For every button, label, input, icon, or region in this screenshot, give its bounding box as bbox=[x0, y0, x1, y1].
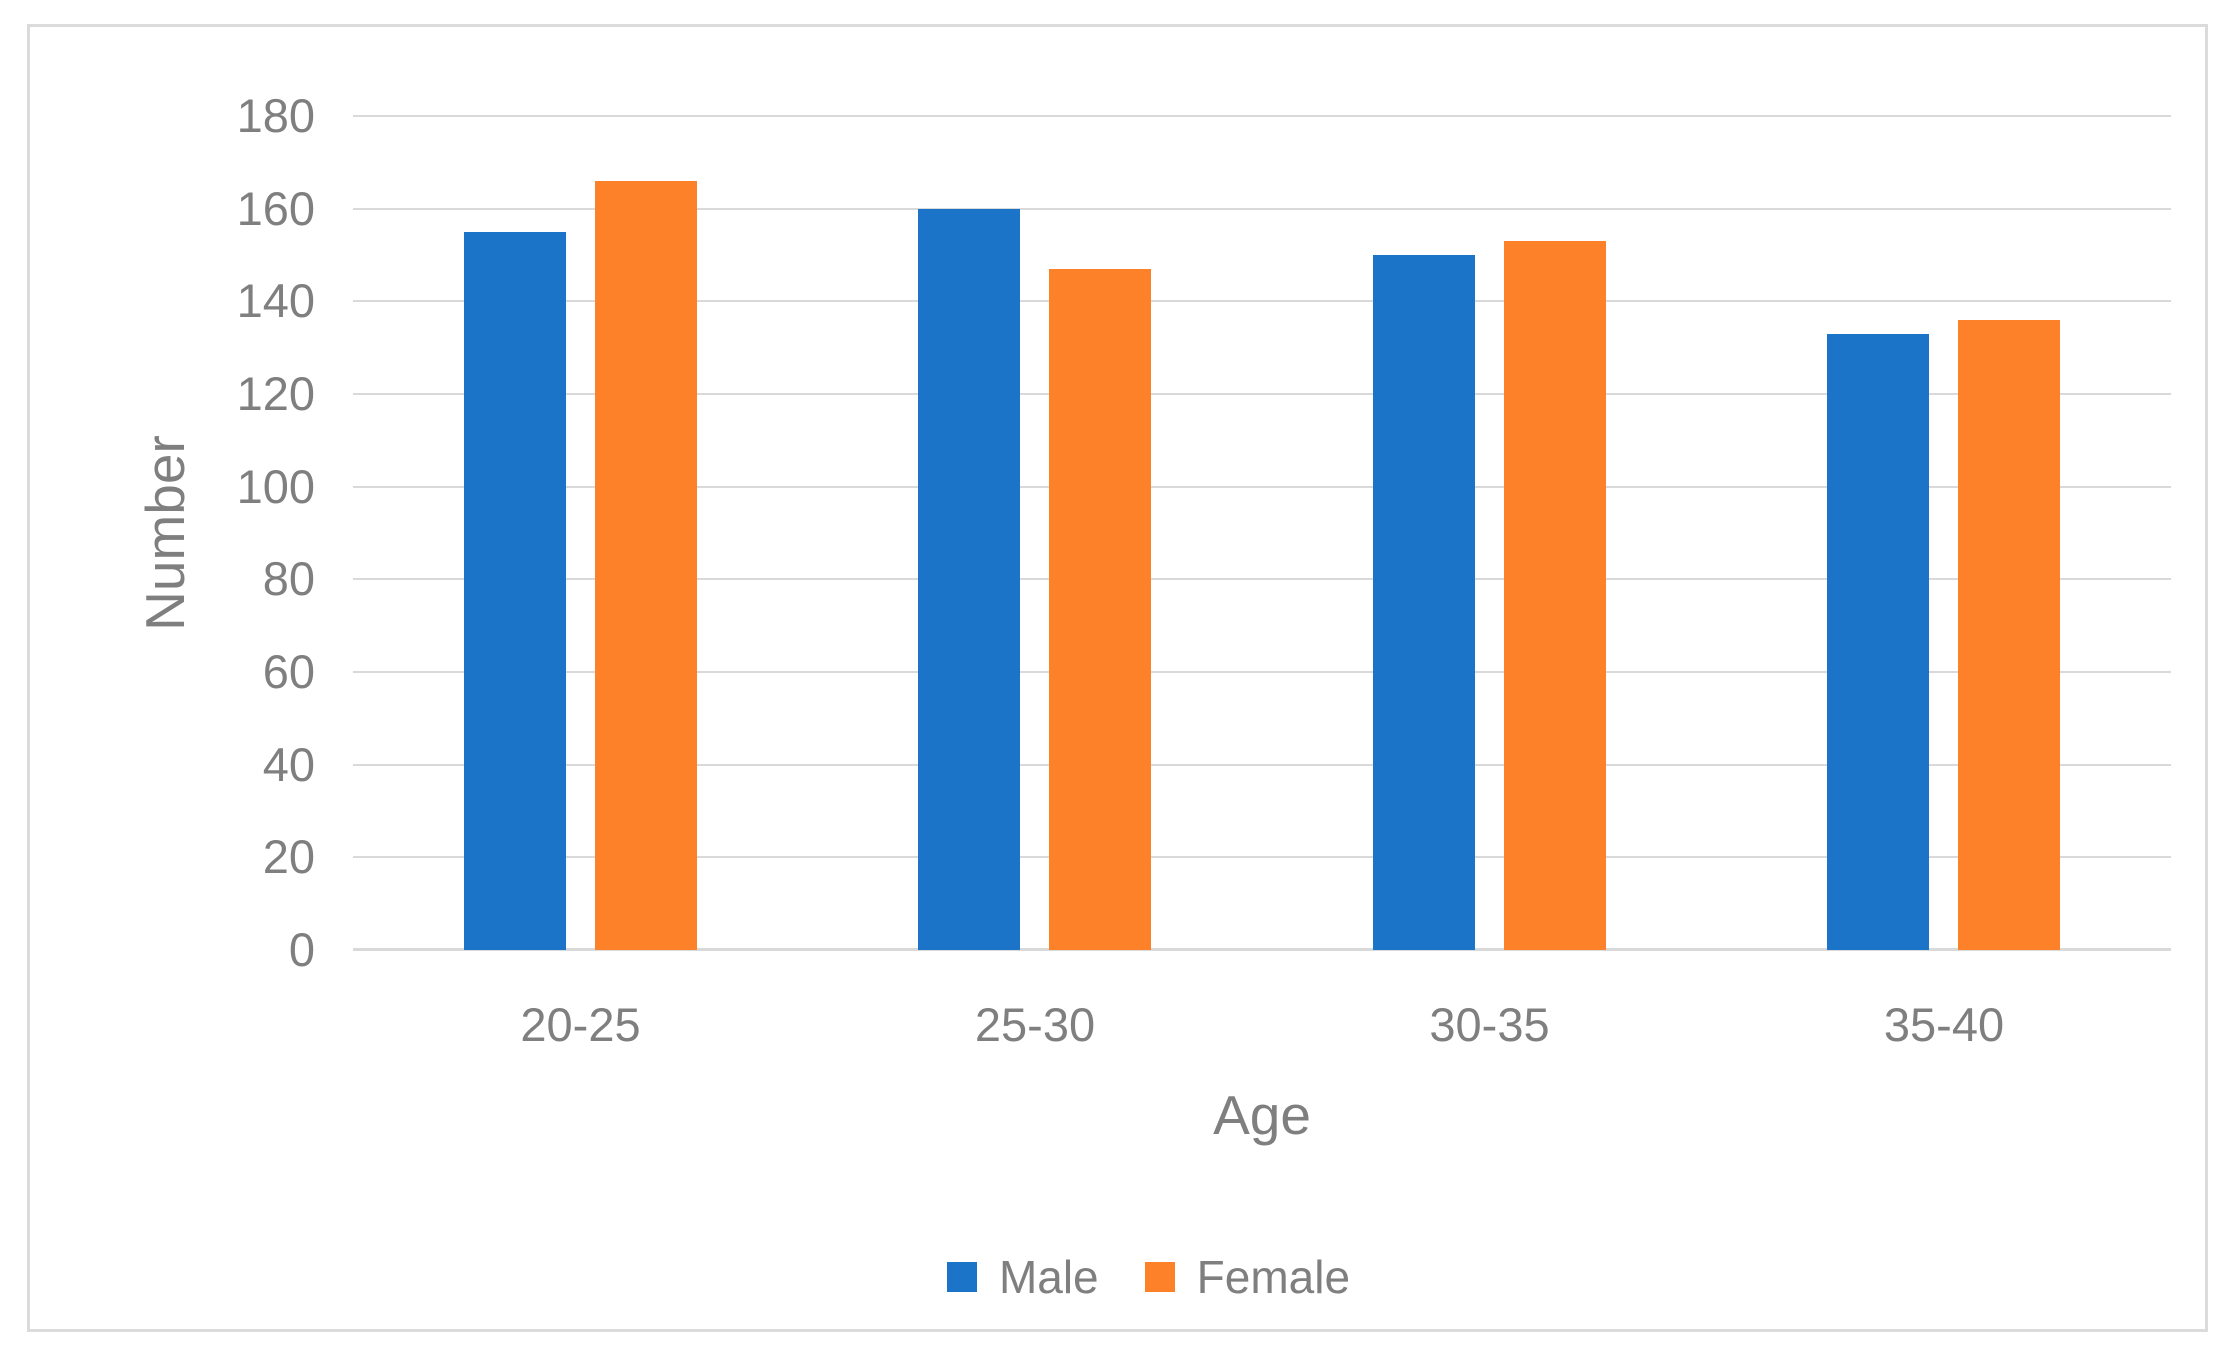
bar-female-25-30 bbox=[1049, 268, 1152, 950]
y-axis-title: Number bbox=[134, 435, 196, 631]
legend-label-male: Male bbox=[998, 1251, 1099, 1303]
y-tick-label-20: 20 bbox=[262, 830, 315, 884]
y-tick-label-0: 0 bbox=[288, 923, 315, 976]
y-tick-label-180: 180 bbox=[236, 89, 315, 142]
y-tick-label-120: 120 bbox=[236, 367, 315, 420]
gridline-20 bbox=[353, 856, 2171, 859]
bar-male-20-25 bbox=[463, 231, 566, 950]
y-tick-label-140: 140 bbox=[236, 274, 315, 328]
x-tick-label-20-25: 20-25 bbox=[520, 998, 641, 1051]
chart-frame: 0 20 40 60 80 100 120 140 160 180 20-25 25-30 30-35… bbox=[27, 24, 2208, 1332]
x-tick-label-25-30: 25-30 bbox=[974, 998, 1096, 1051]
x-axis-line bbox=[353, 948, 2171, 951]
gridline-80 bbox=[353, 578, 2171, 581]
bar-female-35-40 bbox=[1958, 319, 2061, 950]
legend-item-male: Male bbox=[946, 1249, 1099, 1305]
y-tick-label-160: 160 bbox=[236, 181, 315, 235]
bar-male-25-30 bbox=[918, 208, 1021, 950]
legend-label-female: Female bbox=[1196, 1251, 1351, 1303]
gridline-60 bbox=[353, 671, 2171, 673]
legend-item-female: Female bbox=[1144, 1249, 1351, 1305]
y-tick-label-60: 60 bbox=[262, 645, 315, 698]
legend-swatch-male bbox=[946, 1262, 977, 1292]
legend-swatch-female bbox=[1144, 1262, 1175, 1292]
plot-area bbox=[353, 115, 2171, 951]
bar-male-35-40 bbox=[1827, 333, 1930, 950]
y-tick-label-100: 100 bbox=[236, 459, 315, 513]
bar-female-30-35 bbox=[1503, 241, 1606, 950]
bar-female-20-25 bbox=[594, 180, 697, 950]
gridline-120 bbox=[353, 393, 2171, 395]
gridline-100 bbox=[353, 485, 2171, 488]
bar-male-30-35 bbox=[1372, 255, 1475, 950]
legend: Male Female bbox=[30, 1249, 2237, 1305]
x-axis-title: Age bbox=[1213, 1084, 1311, 1146]
gridline-140 bbox=[353, 300, 2171, 303]
gridline-160 bbox=[353, 207, 2171, 210]
x-tick-label-35-40: 35-40 bbox=[1883, 998, 2005, 1051]
gridline-180 bbox=[353, 115, 2171, 117]
y-tick-label-40: 40 bbox=[262, 737, 315, 791]
gridline-40 bbox=[353, 763, 2171, 766]
y-tick-label-80: 80 bbox=[262, 552, 315, 606]
x-tick-label-30-35: 30-35 bbox=[1429, 998, 1550, 1051]
